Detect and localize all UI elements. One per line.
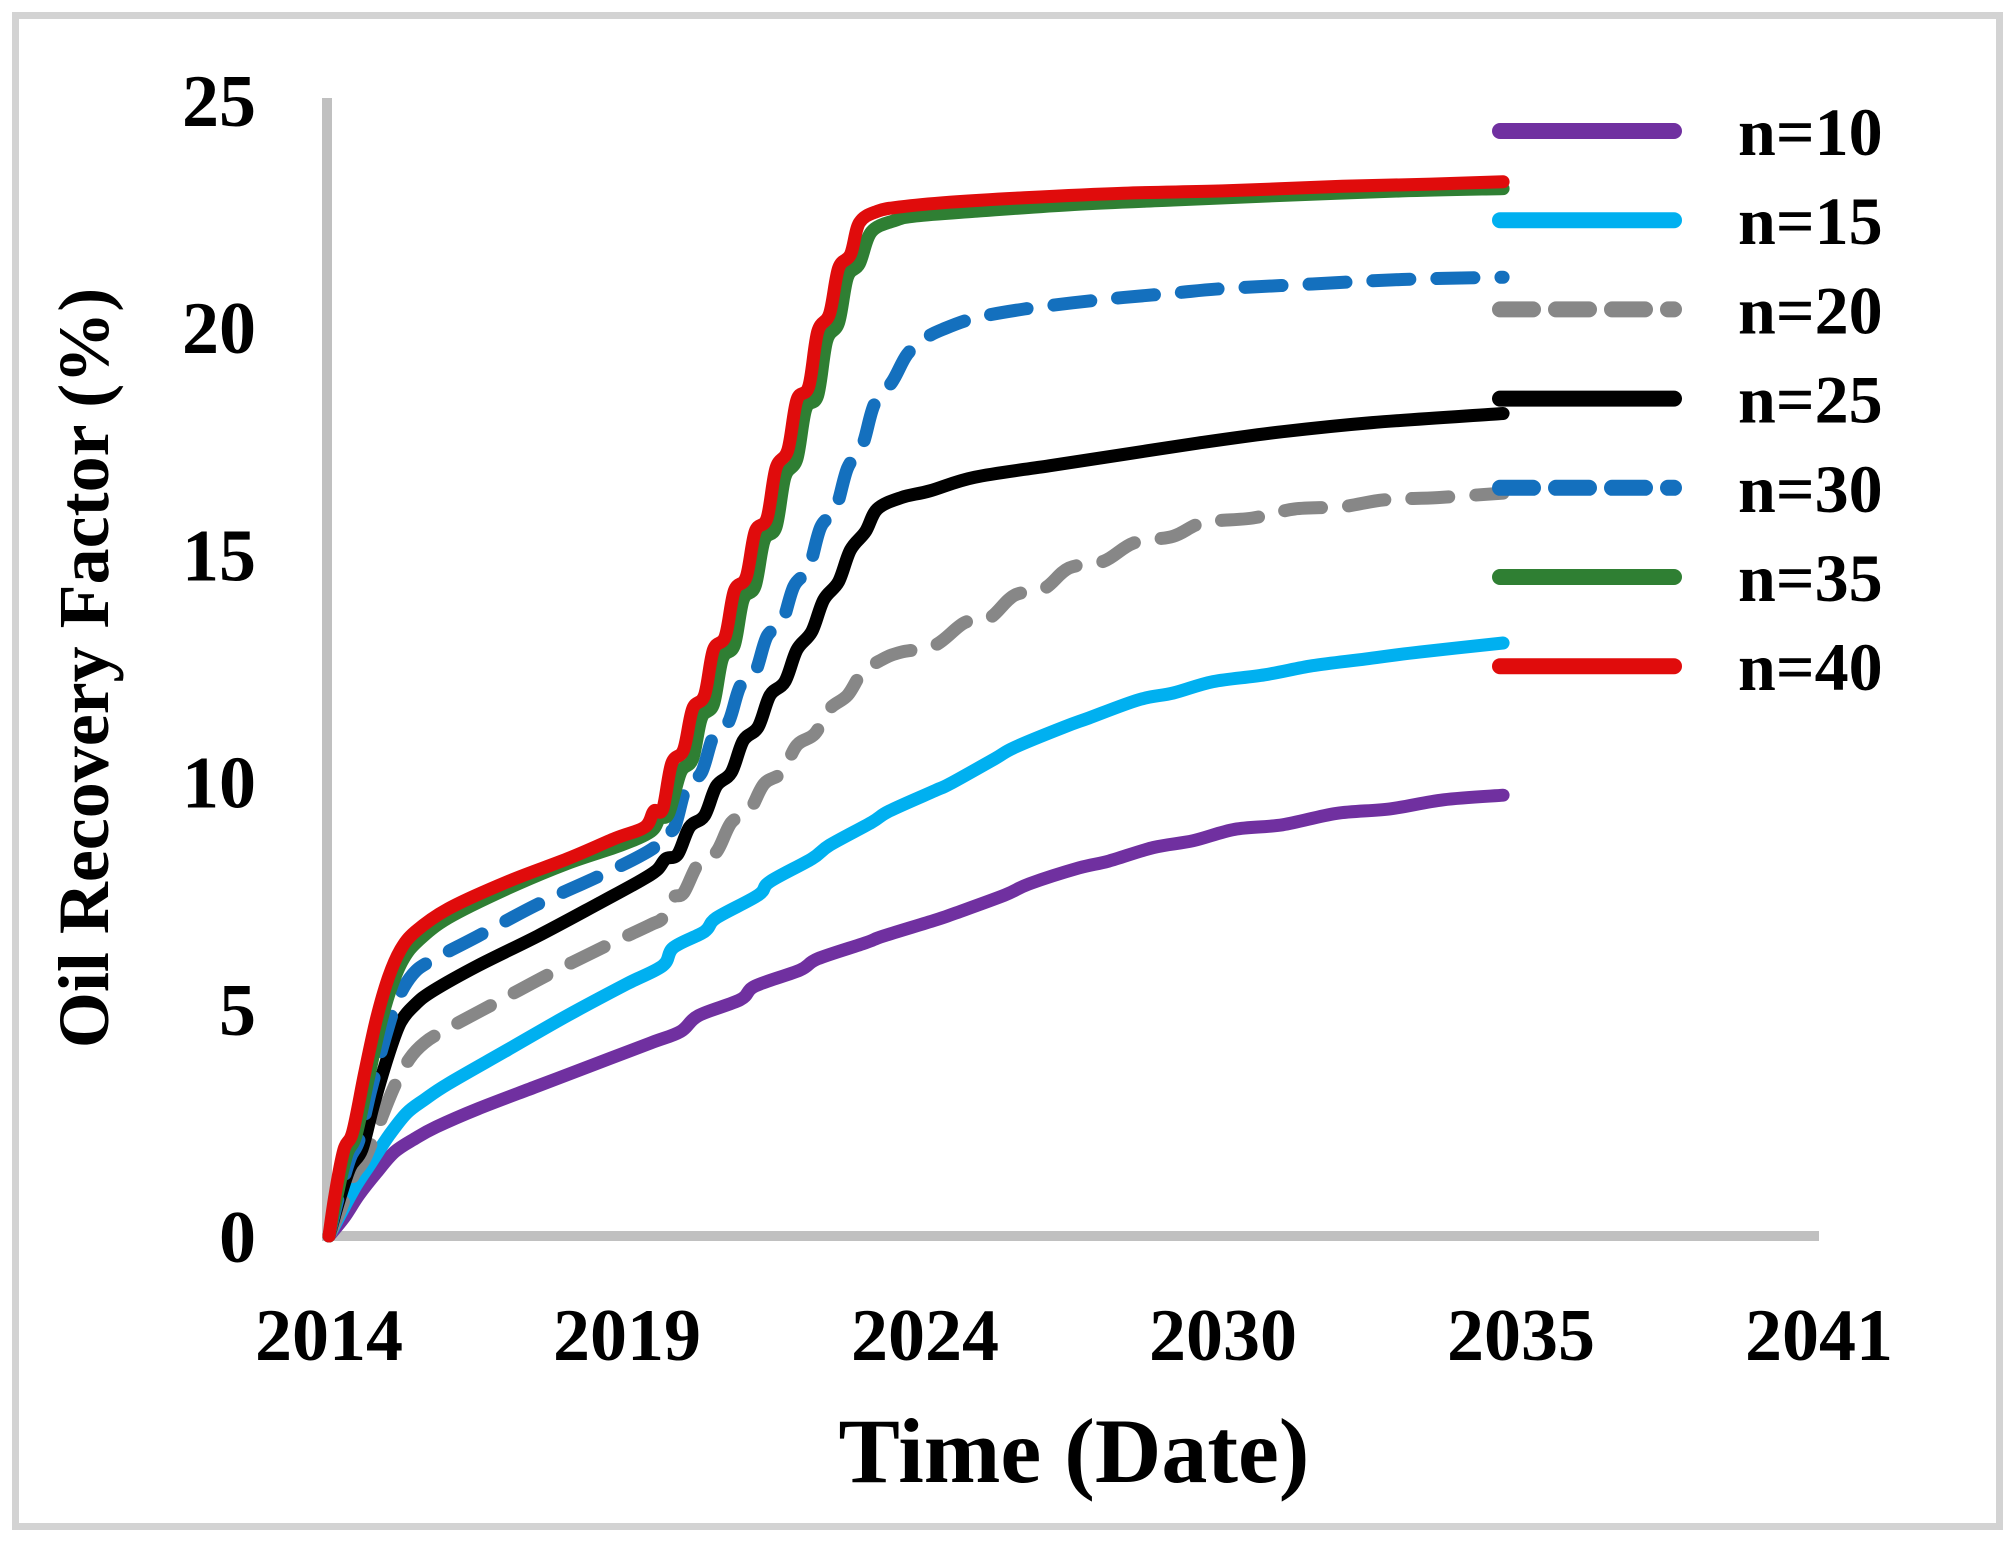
y-tick-label-15: 15 (182, 515, 256, 597)
y-tick-label-5: 5 (219, 970, 256, 1052)
series-line-n35 (322, 182, 1510, 1243)
x-tick-label-2030: 2030 (1149, 1295, 1297, 1377)
series-line-n25 (322, 407, 1510, 1243)
y-tick-label-20: 20 (182, 288, 256, 370)
x-tick-label-2024: 2024 (851, 1295, 999, 1377)
legend-item-n10: n=10 (1492, 94, 1883, 170)
x-tick-label-2019: 2019 (553, 1295, 701, 1377)
legend-label-n15: n=15 (1738, 183, 1883, 259)
legend-label-n20: n=20 (1738, 272, 1883, 348)
x-tick-label-2041: 2041 (1745, 1295, 1893, 1377)
legend-item-n35: n=35 (1492, 540, 1883, 616)
series-line-n40 (322, 175, 1510, 1243)
legend-item-n25: n=25 (1492, 362, 1883, 438)
y-tick-label-0: 0 (219, 1197, 256, 1279)
series-layer (322, 175, 1510, 1243)
series-line-n20 (322, 486, 1510, 1243)
legend-item-n30: n=30 (1492, 451, 1883, 527)
x-tick-label-2014: 2014 (255, 1295, 403, 1377)
legend-label-n30: n=30 (1738, 451, 1883, 527)
series-line-n15 (322, 636, 1510, 1243)
x-tick-label-2035: 2035 (1447, 1295, 1595, 1377)
y-tick-labels: 0 5 10 15 20 25 (182, 61, 256, 1279)
x-tick-labels: 2014 2019 2024 2030 2035 2041 (255, 1295, 1893, 1377)
legend-item-n15: n=15 (1492, 183, 1883, 259)
legend-item-n20: n=20 (1492, 272, 1883, 348)
legend-label-n35: n=35 (1738, 540, 1883, 616)
legend-label-n10: n=10 (1738, 94, 1883, 170)
legend-label-n40: n=40 (1738, 629, 1883, 705)
legend-label-n25: n=25 (1738, 362, 1883, 438)
legend-item-n40: n=40 (1492, 629, 1883, 705)
series-line-n30 (322, 270, 1510, 1243)
y-tick-label-10: 10 (182, 743, 256, 825)
legend: n=10 n=15 n=20 n=25 n=30 n=35 n=40 (1492, 94, 1883, 705)
y-tick-label-25: 25 (182, 61, 256, 143)
y-axis-title: Oil Recovery Factor (%) (44, 288, 124, 1048)
series-line-n10 (322, 788, 1510, 1243)
x-axis-title: Time (Date) (839, 1400, 1310, 1502)
